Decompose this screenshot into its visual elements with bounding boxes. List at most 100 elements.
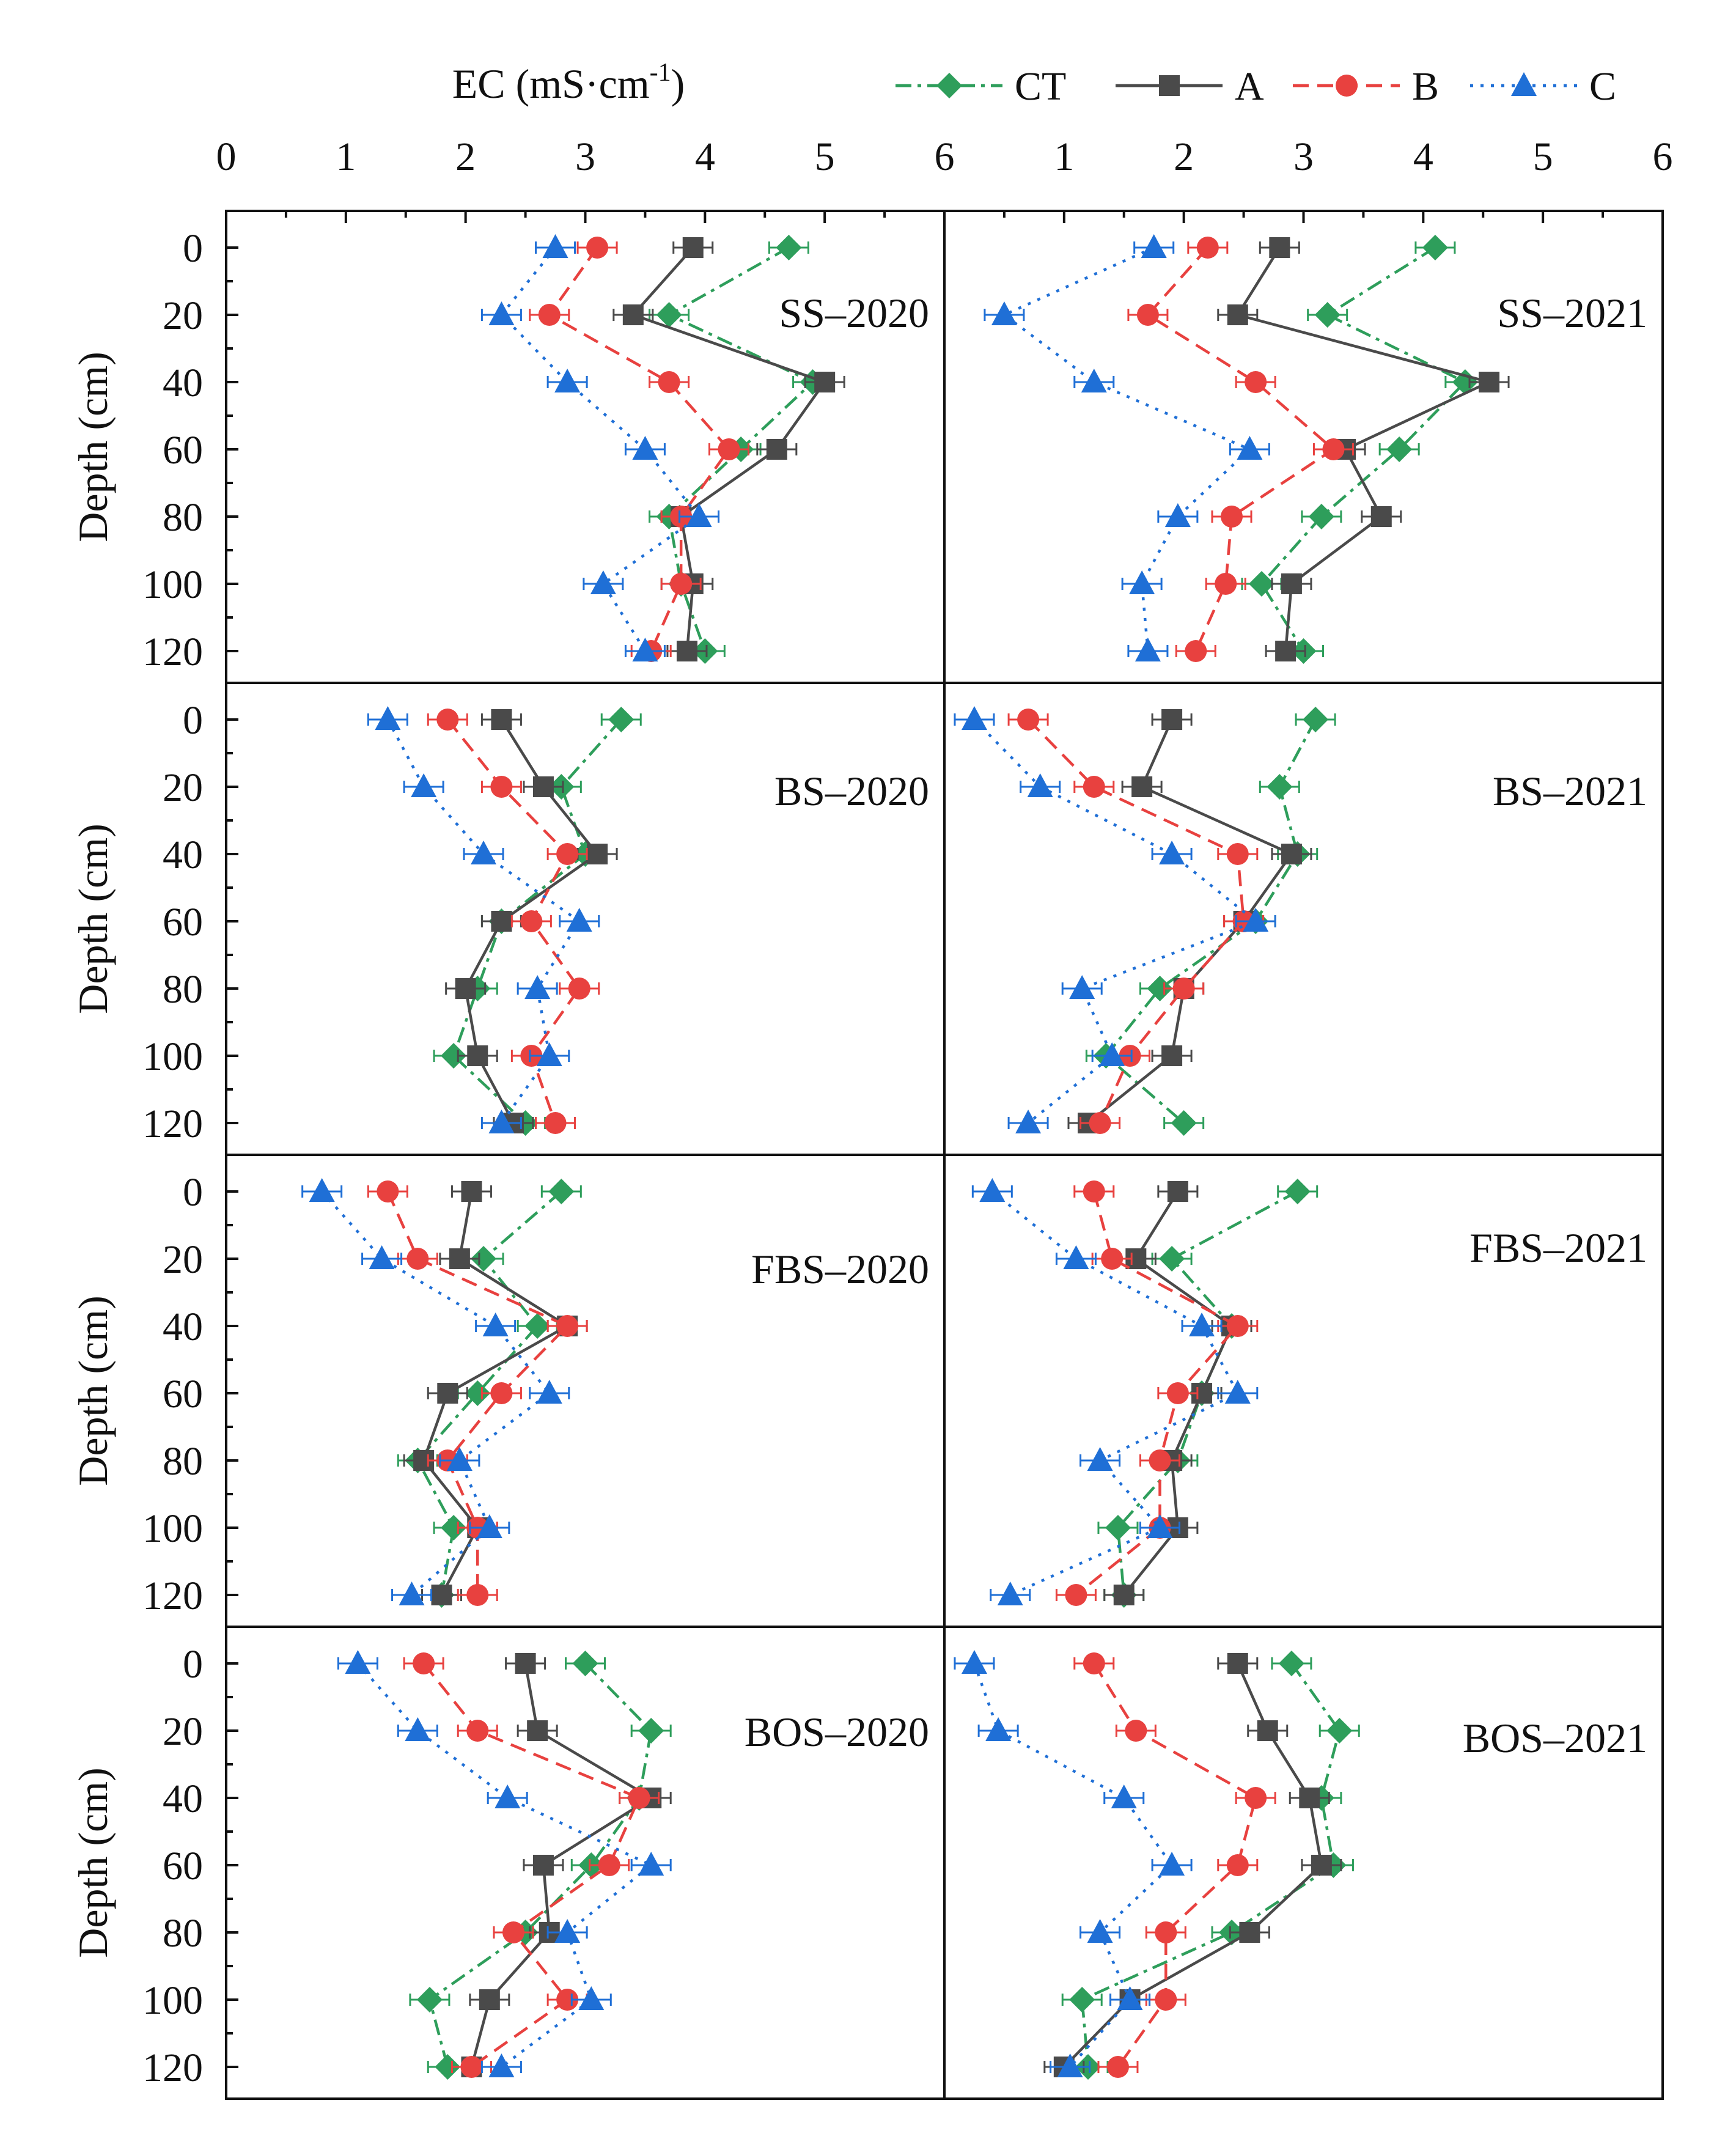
data-point (586, 237, 609, 259)
series-b (529, 237, 749, 662)
x-tick-label: 2 (455, 134, 476, 179)
data-point (542, 234, 568, 258)
data-point (449, 1248, 470, 1269)
data-point (1452, 369, 1478, 395)
data-point (1386, 436, 1413, 462)
data-point (476, 1514, 502, 1538)
data-point (544, 1112, 567, 1134)
data-point (1125, 1720, 1147, 1742)
data-point (1087, 1447, 1113, 1471)
data-point (455, 978, 476, 999)
data-point (1027, 773, 1053, 797)
legend-marker-a (1159, 75, 1180, 96)
data-point (1113, 1585, 1135, 1605)
x-axis-title: EC (mS·cm-1) (452, 59, 685, 107)
y-tick-label: 100 (142, 1978, 203, 2023)
data-point (369, 1245, 395, 1269)
data-point (399, 1582, 425, 1605)
series-ct (1085, 707, 1336, 1136)
x-tick-label: 0 (216, 134, 237, 179)
data-point (556, 1315, 579, 1337)
data-point (495, 1784, 521, 1808)
data-point (1081, 369, 1107, 392)
data-point (375, 706, 401, 730)
y-axis-title: Depth (cm) (70, 352, 116, 542)
y-tick-label: 0 (183, 1642, 203, 1687)
data-point (598, 1854, 620, 1876)
legend-item-b: B (1293, 64, 1439, 109)
legend-marker-ct (936, 73, 962, 98)
data-point (670, 573, 693, 595)
data-point (1083, 776, 1105, 798)
data-point (471, 1246, 497, 1272)
data-point (632, 436, 658, 460)
series-a (1043, 1653, 1342, 2077)
data-point (682, 237, 704, 258)
legend-marker-c (1511, 72, 1537, 96)
legend-item-a: A (1116, 64, 1264, 109)
panel-title: BS–2020 (774, 768, 929, 814)
data-point (1141, 234, 1167, 258)
data-point (411, 773, 437, 797)
y-tick-label: 60 (163, 1372, 203, 1416)
data-point (1161, 709, 1183, 730)
series-c (367, 706, 600, 1133)
data-point (1248, 571, 1274, 597)
data-point (1135, 638, 1161, 661)
data-point (1164, 503, 1191, 527)
x-tick-label: 3 (575, 134, 595, 179)
data-point (1243, 908, 1269, 932)
data-point (1275, 641, 1296, 661)
data-point (1069, 1987, 1095, 2013)
data-point (1087, 1919, 1113, 1943)
data-point (466, 1584, 489, 1606)
data-point (1227, 1653, 1248, 1674)
panel-frame (943, 210, 1664, 684)
data-point (524, 975, 551, 999)
data-point (961, 1650, 987, 1674)
legend: CT A B C (896, 64, 1616, 109)
data-point (656, 302, 682, 328)
data-point (536, 1380, 562, 1404)
data-point (488, 2053, 515, 2077)
data-point (1311, 1855, 1332, 1876)
data-point (437, 1383, 458, 1404)
data-point (1083, 1180, 1105, 1202)
data-point (1101, 1248, 1124, 1270)
series-c (301, 1178, 570, 1605)
data-point (1245, 371, 1267, 393)
data-point (532, 1855, 554, 1876)
x-tick-label: 3 (1293, 134, 1314, 179)
series-c (954, 1650, 1193, 2077)
panel-title: SS–2021 (1497, 290, 1647, 336)
data-point (554, 1919, 581, 1943)
data-point (658, 371, 680, 393)
panel-ss-2021: SS–2021 (943, 210, 1664, 684)
data-point (1167, 1181, 1188, 1202)
data-point (1172, 978, 1195, 1000)
x-tick-label: 2 (1174, 134, 1194, 179)
legend-label: B (1412, 64, 1439, 109)
y-tick-label: 100 (142, 1506, 203, 1551)
panel-frame (943, 1626, 1664, 2100)
data-point (1299, 1788, 1320, 1808)
legend-label: C (1589, 64, 1616, 109)
x-tick-label: 6 (1653, 134, 1673, 179)
data-point (985, 1717, 1012, 1741)
legend-label: CT (1015, 64, 1066, 109)
data-point (1308, 504, 1334, 529)
data-point (638, 1852, 664, 1876)
y-tick-label: 0 (183, 226, 203, 271)
data-point (1370, 506, 1392, 527)
series-line (1001, 246, 1252, 652)
data-point (431, 1585, 452, 1605)
data-point (638, 1718, 664, 1744)
data-point (1117, 1986, 1143, 2010)
panel-title: BOS–2020 (745, 1709, 929, 1755)
series-c (971, 1178, 1259, 1605)
data-point (405, 1717, 431, 1741)
x-tick-label: 5 (1533, 134, 1553, 179)
data-point (1226, 1315, 1249, 1337)
data-point (1131, 776, 1153, 797)
